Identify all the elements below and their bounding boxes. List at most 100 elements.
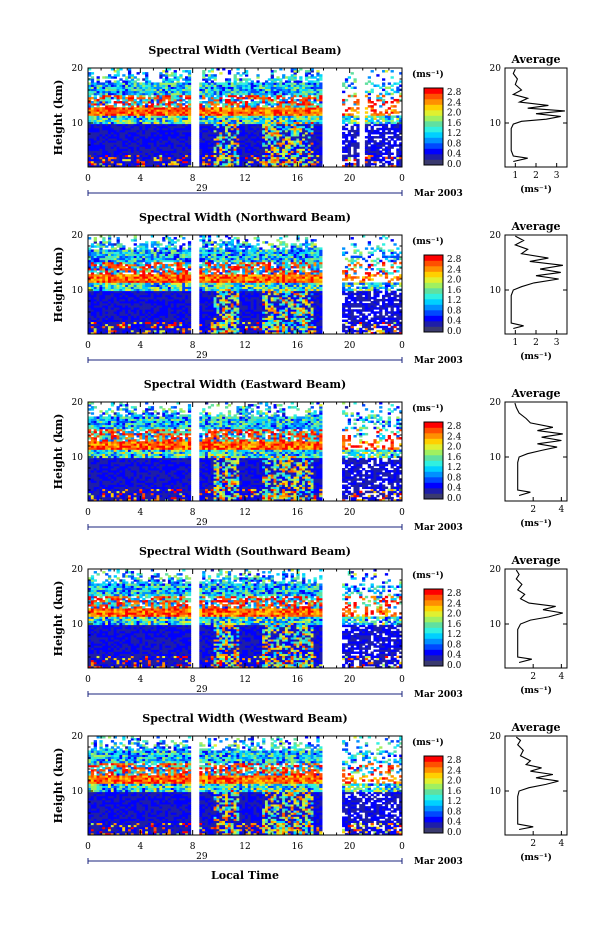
heatmap-cell [367,140,371,143]
heatmap-cell [202,115,206,118]
heatmap-cell [233,119,237,123]
heatmap-cell [290,160,294,164]
heatmap-cell [342,158,346,162]
heatmap-cell [304,123,309,127]
heatmap-cell [162,86,166,90]
heatmap-cell [107,259,112,263]
heatmap-cell [373,115,377,118]
heatmap-cell [142,276,146,279]
heatmap-cell [99,317,103,320]
heatmap-cell [99,270,103,273]
heatmap-cell [222,136,226,139]
heatmap-cell [125,78,129,81]
heatmap-cell [245,107,249,110]
heatmap-cell [319,103,323,106]
heatmap-cell [105,152,109,156]
heatmap-cell [90,127,95,131]
heatmap-cell [176,94,180,98]
heatmap-cell [319,74,323,77]
heatmap-cell [293,123,297,127]
heatmap-cell [262,142,266,145]
heatmap-cell [202,156,206,160]
heatmap-cell [116,82,120,85]
heatmap-cell [290,115,294,118]
heatmap-cell [127,257,132,261]
heatmap-cell [302,160,306,164]
heatmap-cell [150,117,155,120]
heatmap-cell [147,251,152,254]
heatmap-cell [307,84,312,87]
heatmap-cell [179,156,183,160]
heatmap-cell [116,249,120,252]
heatmap-cell [173,129,177,133]
heatmap-cell [273,121,277,125]
heatmap-cell [139,323,143,327]
heatmap-cell [364,119,369,123]
heatmap-cell [270,144,274,147]
heatmap-cell [176,105,180,108]
y-axis-label: Height (km) [52,80,65,156]
heatmap-cell [170,74,175,77]
heatmap-cell [93,140,97,143]
heatmap-cell [210,160,214,164]
heatmap-cell [236,138,240,141]
heatmap-cell [127,278,132,281]
heatmap-cell [96,309,100,312]
heatmap-cell [367,146,371,149]
heatmap-cell [102,261,106,265]
heatmap-cell [302,125,306,129]
heatmap-cell [96,117,100,120]
heatmap-cell [239,162,243,166]
heatmap-cell [147,298,152,302]
heatmap-cell [119,150,123,153]
heatmap-cell [236,90,240,94]
heatmap-cell [282,127,286,131]
heatmap-cell [165,117,169,120]
heatmap-cell [399,156,402,160]
heatmap-cell [187,162,192,166]
heatmap-cell [393,140,397,143]
heatmap-cell [247,109,252,112]
heatmap-cell [242,158,246,162]
heatmap-cell [250,144,254,147]
heatmap-cell [373,146,377,149]
heatmap-cell [88,103,92,106]
heatmap-cell [290,96,294,100]
heatmap-cell [127,298,132,302]
heatmap-cell [210,80,214,83]
heatmap-cell [153,154,157,158]
heatmap-cell [353,119,357,123]
heatmap-cell [147,98,152,102]
heatmap-cell [313,154,317,158]
heatmap-cell [93,94,97,98]
heatmap-cell [273,117,277,120]
heatmap-cell [364,117,369,120]
heatmap-cell [242,140,246,143]
heatmap-cell [382,140,386,143]
heatmap-cell [205,115,209,118]
heatmap-cell [210,115,214,118]
heatmap-cell [230,138,234,141]
heatmap-cell [130,117,135,120]
heatmap-cell [342,164,346,167]
heatmap-cell [88,309,92,312]
heatmap-cell [93,131,97,135]
heatmap-cell [153,127,157,131]
heatmap-cell [139,164,143,167]
heatmap-cell [110,261,115,265]
average-profile-line [510,68,565,163]
heatmap-cell [199,160,203,164]
heatmap-cell [356,101,360,104]
heatmap-cell [242,88,246,92]
heatmap-cell [170,148,175,151]
heatmap-cell [182,136,186,139]
heatmap-cell [376,113,380,116]
heatmap-cell [173,113,177,116]
heatmap-cell [102,134,106,137]
heatmap-cell [107,146,112,149]
heatmap-cell [130,249,135,252]
heatmap-cell [304,74,309,77]
heatmap-cell [179,162,183,166]
heatmap-cell [399,160,402,164]
heatmap-cell [125,319,129,323]
